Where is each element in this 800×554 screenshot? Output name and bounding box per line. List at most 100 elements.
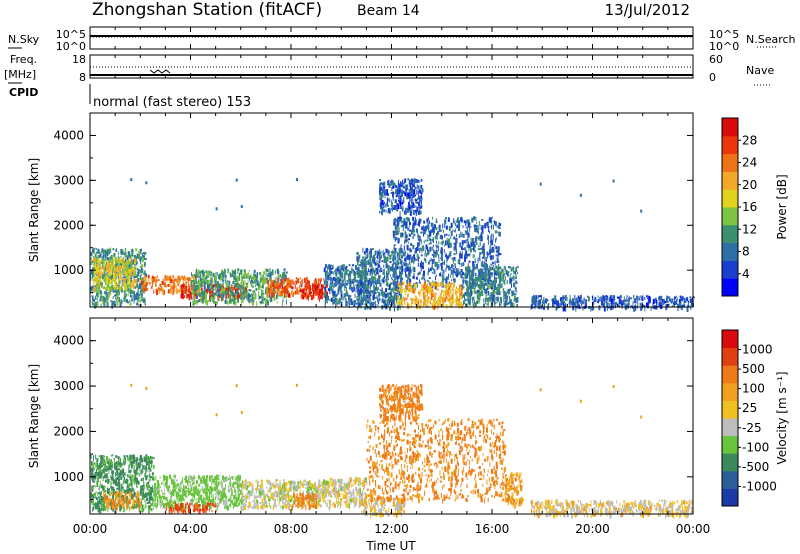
- power-cell: [432, 244, 434, 248]
- power-cell: [348, 303, 350, 308]
- power-cell: [412, 209, 415, 215]
- power-cell: [339, 269, 342, 274]
- power-cell: [400, 218, 402, 224]
- power-cell: [193, 274, 196, 277]
- power-cell: [282, 272, 285, 278]
- power-cell: [198, 288, 200, 294]
- power-cell: [431, 246, 433, 251]
- power-cell: [503, 279, 506, 284]
- power-cell: [351, 279, 354, 281]
- power-cell: [253, 290, 256, 294]
- power-cell: [154, 277, 156, 283]
- power-cell: [133, 265, 136, 270]
- power-cell: [418, 195, 419, 200]
- power-cell: [406, 234, 408, 239]
- power-cell: [468, 280, 471, 286]
- power-cell: [337, 289, 340, 295]
- power-cell: [420, 260, 422, 265]
- power-cell: [320, 293, 322, 295]
- power-cell: [464, 293, 465, 299]
- power-cell: [402, 301, 404, 306]
- power-cell: [343, 264, 345, 269]
- power-cell: [206, 279, 209, 285]
- power-cell: [345, 265, 348, 268]
- power-cell: [374, 273, 377, 276]
- power-cell: [420, 254, 423, 257]
- power-cell: [448, 238, 451, 244]
- power-cell: [409, 211, 411, 214]
- power-cell: [316, 281, 318, 287]
- power-cell: [440, 257, 442, 261]
- power-cell: [513, 269, 515, 275]
- power-cell: [422, 266, 424, 270]
- power-cell: [286, 281, 288, 284]
- power-cell: [333, 292, 335, 296]
- power-cell: [340, 301, 343, 304]
- power-cell: [392, 182, 395, 187]
- power-region-13: [530, 294, 695, 312]
- power-cell: [103, 249, 105, 253]
- power-cell: [267, 291, 270, 294]
- power-cell: [374, 281, 376, 285]
- power-cell: [372, 290, 375, 295]
- power-cell: [230, 300, 232, 304]
- power-cell: [357, 256, 360, 259]
- power-cell: [493, 294, 496, 297]
- power-cell: [421, 196, 423, 200]
- power-cell: [200, 290, 202, 295]
- power-cell: [490, 294, 493, 297]
- power-cell: [199, 270, 202, 273]
- power-cell: [488, 271, 490, 275]
- power-cell: [497, 285, 499, 288]
- power-cell: [90, 286, 93, 290]
- power-cell: [103, 276, 105, 279]
- power-cell: [502, 276, 504, 282]
- power-cell: [119, 280, 121, 285]
- power-cell: [401, 279, 403, 284]
- power-cell: [229, 281, 231, 284]
- power-cell: [96, 291, 99, 297]
- power-cell: [324, 281, 326, 287]
- power-cell: [173, 287, 175, 292]
- power-cell: [431, 259, 434, 262]
- power-cell: [113, 285, 115, 288]
- power-cell: [377, 298, 379, 303]
- power-cell: [371, 256, 372, 258]
- power-cell: [237, 268, 238, 274]
- power-cell: [395, 275, 397, 280]
- power-cell: [112, 301, 114, 304]
- power-cell: [447, 289, 449, 295]
- power-cell: [142, 277, 144, 280]
- power-cell: [393, 221, 396, 226]
- power-cell: [356, 286, 359, 289]
- power-cell: [460, 231, 462, 235]
- power-cell: [374, 296, 377, 299]
- power-cell: [370, 249, 372, 254]
- power-cell: [470, 244, 472, 249]
- power-cell: [327, 277, 330, 281]
- power-cell: [369, 281, 372, 285]
- power-cell: [388, 296, 391, 300]
- power-cell: [407, 241, 409, 244]
- power-cell: [205, 270, 208, 274]
- power-cell: [101, 257, 104, 262]
- power-cell: [415, 276, 418, 280]
- power-cell: [102, 263, 104, 268]
- power-cell: [448, 284, 451, 288]
- power-cell: [327, 296, 330, 299]
- power-cell: [396, 255, 398, 259]
- power-cell: [398, 184, 400, 190]
- power-cell: [194, 286, 197, 291]
- power-cell: [335, 303, 336, 309]
- power-cell: [451, 294, 454, 300]
- power-cell: [164, 274, 167, 280]
- power-cell: [415, 199, 418, 202]
- power-cell: [117, 286, 119, 290]
- power-cell: [423, 283, 425, 286]
- power-cell: [135, 256, 137, 261]
- power-cell: [495, 246, 498, 250]
- power-cell: [267, 278, 268, 283]
- power-cell: [363, 285, 365, 291]
- power-cell: [102, 299, 104, 304]
- power-cell: [402, 185, 404, 189]
